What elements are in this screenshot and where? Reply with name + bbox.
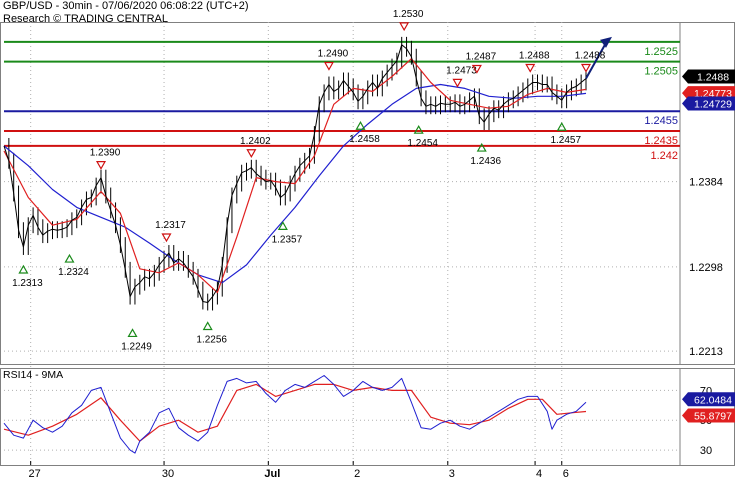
low-marker-label: 1.2313 [12,278,43,289]
high-marker-label: 1.2317 [155,220,186,231]
ma-fast-line [3,58,587,294]
chart-title: GBP/USD - 30min - 07/06/2020 06:08:22 (U… [3,0,249,12]
high-marker-label: 1.2490 [318,49,349,60]
level-label-support: 1.2435 [644,135,678,147]
rsi-title: RSI14 - 9MA [3,369,63,381]
rsi-tag-rsi_ma [682,408,735,423]
price-tag-label-slow: 1.24729 [694,98,732,110]
high-marker-triangle [399,22,410,32]
price-y-tick: 1.2213 [689,346,723,358]
low-marker-label: 1.2324 [58,267,89,278]
x-tick-label: 2 [354,468,360,480]
low-marker-triangle [413,124,424,134]
low-marker-triangle [476,142,487,152]
high-marker-triangle [525,63,536,73]
price-y-tick: 1.2298 [689,262,723,274]
low-marker-label: 1.2249 [121,341,152,352]
high-marker-triangle [323,61,334,71]
rsi-tag-label-rsi_ma: 55.8797 [694,410,732,422]
high-marker-label: 1.2390 [90,148,121,159]
low-marker-label: 1.2357 [272,234,303,245]
high-marker-triangle [452,78,463,88]
level-label-resistance: 1.2505 [644,66,678,78]
high-marker-label: 1.2488 [519,51,550,62]
price-tag-label-price: 1.2488 [697,72,729,84]
low-marker-label: 1.2256 [196,334,227,345]
high-marker-label: 1.2488 [575,51,606,62]
low-marker-triangle [355,121,366,130]
projection-arrow-shaft [585,42,607,79]
high-marker-triangle [161,233,172,243]
x-tick-label: 6 [563,468,569,480]
high-marker-label: 1.2530 [393,9,424,20]
low-marker-triangle [277,221,288,230]
price-y-tick: 1.2384 [689,177,723,189]
low-marker-label: 1.2457 [550,135,581,146]
rsi-panel-frame [0,368,735,466]
high-marker-triangle [246,149,257,158]
x-tick-label: 3 [449,468,455,480]
low-marker-triangle [18,264,29,274]
price-tag-price [682,69,735,84]
price-tag-slow [682,96,735,111]
price-bars [8,36,587,311]
low-marker-triangle [556,122,567,131]
x-tick-label: 30 [162,468,174,480]
level-label-support: 1.242 [650,150,678,162]
x-tick-label: 27 [29,468,41,480]
low-marker-label: 1.2458 [349,134,380,145]
high-marker-label: 1.2402 [240,136,271,147]
x-tick-label: 4 [536,468,542,480]
rsi-tag-label-rsi: 62.0484 [694,394,732,406]
high-marker-triangle [471,64,482,74]
low-marker-label: 1.2454 [407,138,438,149]
x-tick-label: Jul [264,468,280,480]
projection-arrow-head [600,36,612,48]
level-label-resistance: 1.2525 [644,46,678,58]
ma-slow-line [3,83,587,284]
low-marker-triangle [127,328,138,338]
low-marker-label: 1.2436 [470,156,501,167]
rsi-line [3,375,587,454]
high-marker-label: 1.2487 [466,51,497,62]
high-marker-triangle [580,63,592,73]
high-marker-label: 1.2473 [446,65,477,76]
high-marker-triangle [95,161,107,170]
rsi-tag-rsi [682,392,735,407]
low-marker-triangle [202,321,213,331]
price-line [3,44,587,303]
rsi-ma-line [3,383,587,442]
rsi-y-tick: 30 [700,445,712,457]
low-marker-triangle [64,253,75,263]
level-label-pivot: 1.2455 [644,115,678,127]
